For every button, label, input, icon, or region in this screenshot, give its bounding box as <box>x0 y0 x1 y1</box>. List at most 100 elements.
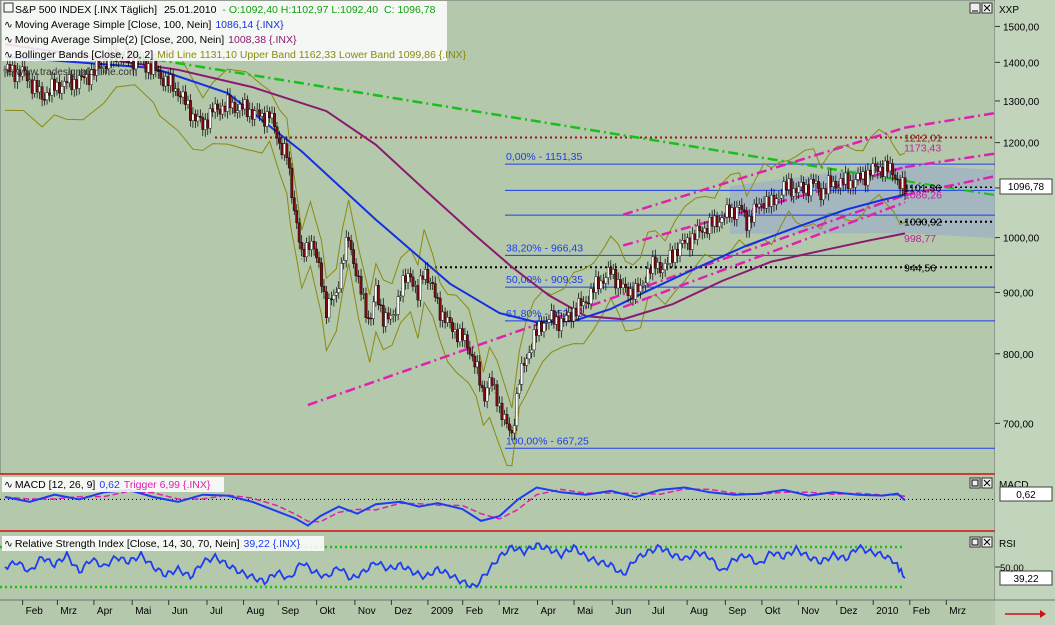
price-candle <box>154 59 158 71</box>
price-candle <box>856 173 860 180</box>
y-tick-label: 1500,00 <box>1003 22 1040 33</box>
price-candle <box>582 301 585 306</box>
price-candle <box>268 111 271 119</box>
price-candle <box>384 312 388 327</box>
price-candle <box>609 267 613 275</box>
price-candle <box>488 377 492 389</box>
price-candle <box>201 117 205 130</box>
trendline-ext <box>904 152 996 169</box>
x-tick-label: Apr <box>541 606 557 617</box>
price-candle <box>789 178 793 197</box>
price-candle <box>475 361 479 368</box>
legend-ohlc: - O:1092,40 H:1102,97 L:1092,40 <box>222 4 378 16</box>
price-candle <box>779 194 783 199</box>
price-candle <box>480 384 484 388</box>
x-tick-label: Mrz <box>949 606 966 617</box>
sma200-line <box>4 43 906 321</box>
price-candle <box>470 353 474 357</box>
price-candle <box>747 216 751 231</box>
price-candle <box>737 205 741 208</box>
rsi-panel-controls[interactable] <box>969 536 993 548</box>
collapse-box-icon[interactable] <box>3 2 14 13</box>
x-tick-label: Sep <box>728 606 746 617</box>
price-candle <box>611 269 615 275</box>
price-candle <box>181 91 185 98</box>
level-annotation: 1173,43 <box>904 142 941 154</box>
price-candle <box>676 249 679 256</box>
price-candle <box>65 81 69 83</box>
price-candle <box>213 103 217 113</box>
price-candle <box>198 116 202 118</box>
y-tick-label: 700,00 <box>1003 419 1034 430</box>
price-candle <box>597 276 600 290</box>
price-candle <box>490 377 494 386</box>
price-candle <box>784 181 788 190</box>
y-tick-label: 1400,00 <box>1003 58 1040 69</box>
price-candle <box>824 188 828 195</box>
price-candle <box>752 203 756 223</box>
wave-icon: ∿ <box>4 34 13 46</box>
price-candle <box>399 295 403 298</box>
price-candle <box>495 384 499 407</box>
price-candle <box>757 203 761 208</box>
price-candle <box>406 273 410 283</box>
price-candle <box>881 166 885 177</box>
price-candle <box>302 249 306 257</box>
price-candle <box>854 179 857 188</box>
x-tick-label: Okt <box>320 606 336 617</box>
rsi-axis-title: RSI <box>999 539 1016 550</box>
price-candle <box>57 82 61 94</box>
price-candle <box>522 363 526 366</box>
macd-panel-controls[interactable] <box>969 477 993 489</box>
price-candle <box>426 269 430 283</box>
price-candle <box>149 63 153 75</box>
price-candle <box>851 180 855 188</box>
last-price-box: 1096,78 <box>999 178 1053 195</box>
price-candle <box>812 179 815 184</box>
price-candle <box>661 269 665 273</box>
main-panel-controls[interactable] <box>969 2 993 14</box>
price-candle <box>668 250 672 264</box>
price-candle <box>730 207 734 218</box>
x-tick-label: Jul <box>210 606 223 617</box>
price-candle <box>364 293 368 318</box>
price-candle <box>777 197 781 200</box>
scroll-arrow-icon[interactable] <box>1005 610 1046 618</box>
price-candle <box>651 256 655 274</box>
price-candle <box>20 66 24 77</box>
price-candle <box>414 285 417 287</box>
price-candle <box>166 76 170 86</box>
rsi-last-text: 39,22 <box>1013 574 1038 585</box>
macd-last-box: 0,62 <box>999 486 1053 502</box>
x-tick-label: Mai <box>577 606 593 617</box>
price-candle <box>483 387 487 402</box>
rsi-legend: ∿ Relative Strength Index [Close, 14, 30,… <box>2 536 324 551</box>
price-candle <box>404 275 407 283</box>
price-candle <box>592 288 595 293</box>
price-candle <box>62 81 66 87</box>
price-candle <box>423 269 427 280</box>
price-candle <box>401 275 405 297</box>
price-candle <box>864 171 867 186</box>
price-candle <box>320 262 323 287</box>
price-candle <box>322 286 326 293</box>
price-candle <box>315 248 318 258</box>
price-candle <box>822 188 825 201</box>
price-candle <box>292 197 296 211</box>
price-candle <box>428 282 432 284</box>
price-candle <box>60 86 64 94</box>
price-candle <box>817 181 820 189</box>
macd-legend-trigger: Trigger 6,99 {.INX} <box>124 479 211 491</box>
price-candle <box>161 78 165 87</box>
price-candle <box>307 242 311 250</box>
price-candle <box>416 285 420 301</box>
price-candle <box>176 88 180 97</box>
price-candle <box>28 79 32 82</box>
price-candle <box>728 204 731 218</box>
level-annotation: 1030,92 <box>904 217 942 229</box>
price-candle <box>75 79 79 89</box>
x-tick-label: Nov <box>358 606 376 617</box>
price-candle <box>446 317 449 323</box>
price-candle <box>100 67 103 69</box>
price-candle <box>258 109 262 117</box>
